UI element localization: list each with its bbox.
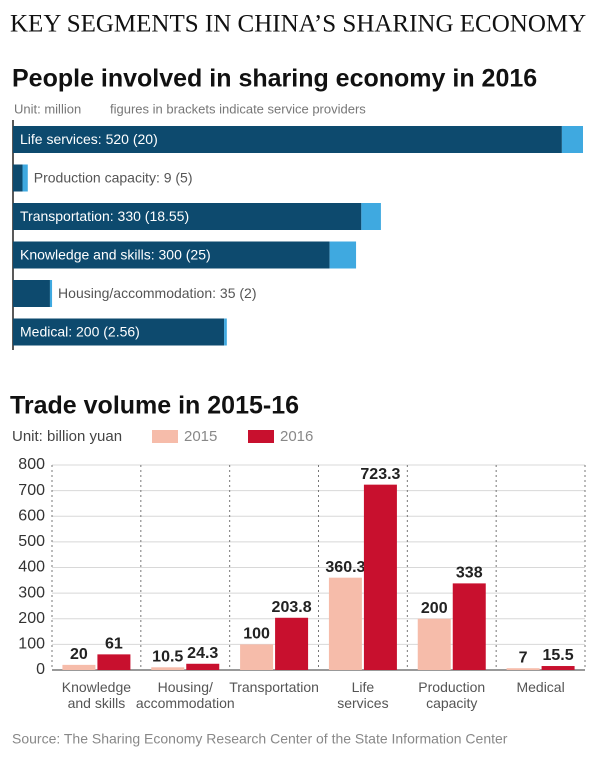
- x-tick-label-line: Housing/: [158, 679, 213, 695]
- value-label: 338: [456, 565, 483, 582]
- legend-label: 2016: [280, 428, 313, 445]
- x-tick-label-line: Medical: [516, 679, 564, 695]
- bar: [62, 664, 96, 670]
- bar: [541, 666, 575, 670]
- value-label: 7: [519, 649, 528, 666]
- y-tick-label: 500: [18, 533, 45, 550]
- bar: [363, 484, 397, 670]
- x-tick-label-line: Production: [418, 679, 485, 695]
- bar: [417, 618, 451, 670]
- bar: [186, 663, 220, 670]
- x-tick-label-line: services: [337, 695, 388, 711]
- value-label: 100: [243, 626, 270, 643]
- y-tick-label: 400: [18, 559, 45, 576]
- x-tick-label-line: accommodation: [136, 695, 235, 711]
- bar-segment: [13, 164, 23, 192]
- legend-label: 2015: [184, 428, 217, 445]
- chart-title: People involved in sharing economy in 20…: [12, 65, 537, 93]
- bar-segment: [22, 164, 28, 192]
- x-tick-label: Knowledge and skills: [62, 679, 131, 711]
- bar-segment: [13, 126, 562, 153]
- bar-segment: [13, 318, 225, 346]
- x-tick-label: Life services: [337, 679, 388, 711]
- bar-label: Housing/accommodation: 35 (2): [58, 285, 256, 301]
- bar-label: Production capacity: 9 (5): [34, 170, 193, 186]
- bar-label: Transportation: 330 (18.55): [20, 208, 189, 224]
- bar: [240, 644, 274, 670]
- x-tick-label-line: capacity: [426, 695, 477, 711]
- value-label: 61: [105, 636, 123, 653]
- bar: [452, 583, 486, 670]
- value-label: 723.3: [360, 466, 400, 483]
- value-label: 20: [70, 646, 88, 663]
- source: Source: The Sharing Economy Research Cen…: [12, 731, 508, 747]
- bar: [97, 654, 131, 670]
- y-tick-label: 700: [18, 482, 45, 499]
- x-tick-label: Production capacity: [418, 679, 485, 711]
- value-label: 200: [421, 600, 448, 617]
- value-label: 203.8: [272, 599, 312, 616]
- page-title: KEY SEGMENTS IN CHINA’S SHARING ECONOMY: [10, 11, 586, 38]
- bar-label: Knowledge and skills: 300 (25): [20, 247, 211, 263]
- bar-segment: [561, 126, 583, 153]
- chart-title: Trade volume in 2015-16: [10, 392, 299, 420]
- bar-segment: [13, 241, 330, 269]
- y-tick-label: 100: [18, 636, 45, 653]
- y-tick-label: 800: [18, 456, 45, 473]
- x-tick-label-line: Transportation: [229, 679, 319, 695]
- bar-label: Life services: 520 (20): [20, 131, 158, 147]
- y-tick-label: 300: [18, 584, 45, 601]
- unit-label: Unit: billion yuan: [12, 428, 122, 445]
- bar-segment: [361, 203, 381, 230]
- bar-segment: [49, 280, 53, 307]
- value-label: 24.3: [187, 645, 218, 662]
- chart-subtitle: figures in brackets indicate service pro…: [110, 101, 366, 116]
- x-tick-label-line: and skills: [68, 695, 126, 711]
- value-label: 10.5: [152, 649, 183, 666]
- x-tick-label: Transportation: [229, 679, 319, 695]
- bar: [506, 668, 540, 670]
- value-label: 15.5: [543, 647, 574, 664]
- y-tick-label: 600: [18, 507, 45, 524]
- x-tick-label-line: Knowledge: [62, 679, 131, 695]
- bar-segment: [13, 203, 362, 230]
- y-tick-label: 200: [18, 610, 45, 627]
- y-tick-label: 0: [36, 661, 45, 678]
- legend-swatch: [152, 430, 178, 443]
- bar: [328, 577, 362, 670]
- bar-label: Medical: 200 (2.56): [20, 324, 140, 340]
- x-tick-label: Housing/accommodation: [136, 679, 235, 711]
- chart-subtitle: Unit: million: [14, 101, 81, 116]
- bar-segment: [224, 318, 227, 346]
- legend-swatch: [248, 430, 274, 443]
- bar-segment: [329, 241, 357, 269]
- bar: [275, 617, 309, 670]
- bar: [151, 667, 185, 670]
- value-label: 360.3: [325, 559, 365, 576]
- x-tick-label: Medical: [516, 679, 564, 695]
- bar-segment: [13, 280, 50, 307]
- x-tick-label-line: Life: [352, 679, 375, 695]
